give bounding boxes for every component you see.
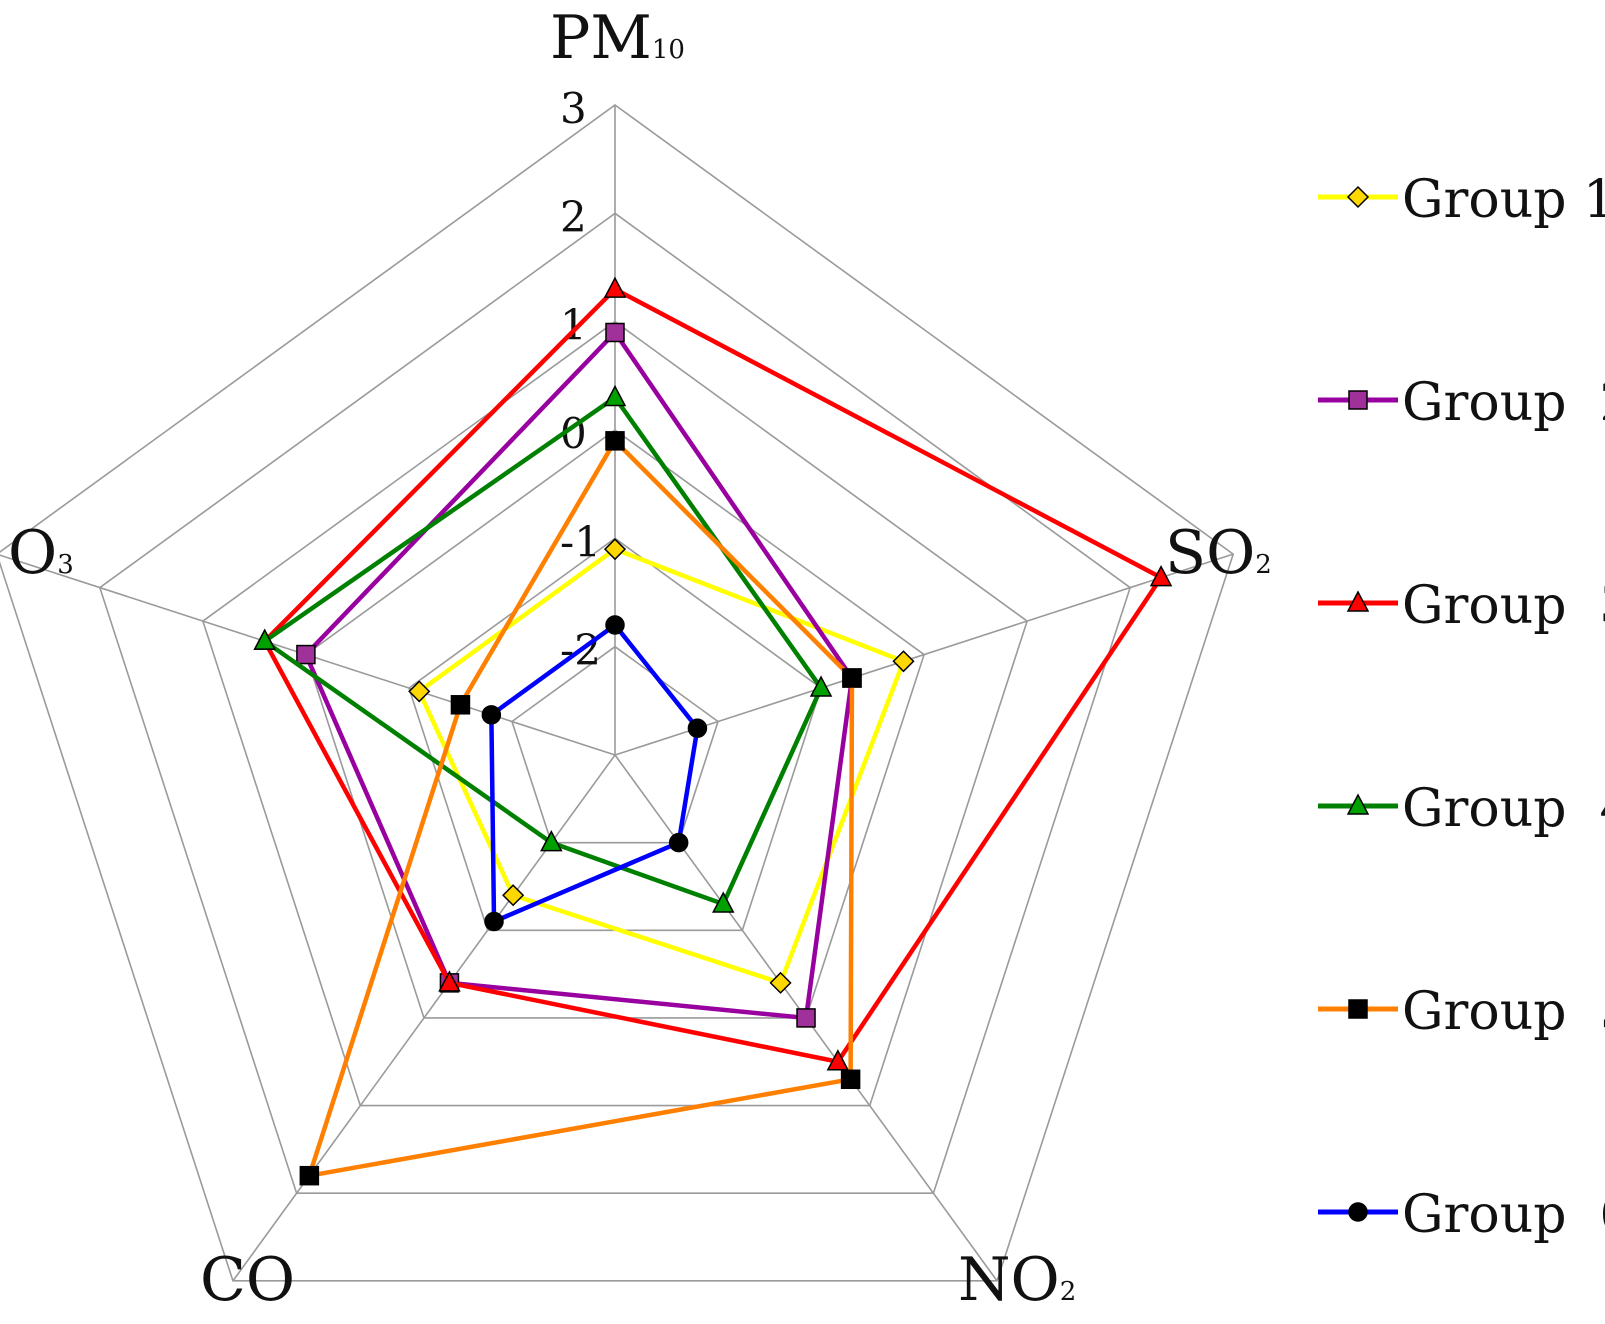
axis-label: NO2 <box>958 1245 1076 1315</box>
data-point-square <box>299 1165 320 1186</box>
axis-label-subscript: 2 <box>1060 1277 1077 1307</box>
data-point-diamond <box>769 971 792 994</box>
data-point-diamond <box>603 538 627 561</box>
axis-label-main: O <box>8 518 57 588</box>
series-line <box>416 546 907 986</box>
series-4 <box>253 384 833 913</box>
data-point-circle <box>484 911 504 932</box>
legend-label: Group 4 <box>1402 779 1605 839</box>
axis-label: PM10 <box>550 3 685 73</box>
axis-label: CO <box>200 1245 295 1315</box>
data-point-triangle <box>1346 590 1370 612</box>
data-point-square <box>1348 999 1368 1019</box>
legend-label: Group 6 <box>1402 1185 1605 1245</box>
grid-ring <box>511 645 719 844</box>
axis-label-main: SO <box>1165 518 1255 588</box>
grid-spoke <box>614 553 1234 756</box>
grid-ring <box>201 320 1029 1107</box>
radial-tick-label: 2 <box>560 192 587 241</box>
legend-label: Group 5 <box>1402 982 1605 1042</box>
axis-label-main: CO <box>200 1245 295 1315</box>
data-point-circle <box>1348 1202 1368 1222</box>
legend-item: Group 1 <box>1318 170 1605 230</box>
data-point-circle <box>605 615 625 635</box>
legend-label: Group 3 <box>1402 576 1605 636</box>
grid-ring <box>0 104 1235 1282</box>
axis-label-subscript: 2 <box>1255 550 1272 580</box>
series-line <box>260 394 824 907</box>
data-point-diamond <box>892 650 915 673</box>
data-point-diamond <box>1346 185 1370 209</box>
series-lines <box>253 276 1173 1186</box>
data-point-square <box>450 695 471 715</box>
data-point-square <box>605 322 625 343</box>
legend-item: Group 3 <box>1318 576 1605 636</box>
data-point-square <box>1348 390 1368 410</box>
data-point-diamond <box>502 884 525 907</box>
data-point-square <box>296 644 316 665</box>
series-1 <box>408 538 915 994</box>
axis-label-subscript: 3 <box>57 550 74 580</box>
legend: Group 1 Group 2 Group 3 Group 4 Group 5 Group… <box>1318 170 1605 1245</box>
data-point-circle <box>668 832 689 853</box>
axis-label: SO2 <box>1165 518 1272 588</box>
data-point-triangle <box>1149 564 1173 587</box>
data-point-triangle <box>540 830 563 852</box>
legend-label: Group 1 <box>1402 170 1605 230</box>
data-point-diamond <box>408 680 431 703</box>
legend-label: Group 2 <box>1402 373 1605 433</box>
series-5 <box>299 431 862 1186</box>
data-point-triangle <box>438 970 461 992</box>
series-line <box>489 621 700 925</box>
data-point-triangle <box>603 384 627 407</box>
axis-label: O3 <box>8 518 74 588</box>
legend-item: Group 5 <box>1318 982 1605 1042</box>
grid-ring <box>98 212 1132 1195</box>
data-point-triangle <box>1346 793 1370 815</box>
axis-label-main: NO <box>958 1245 1060 1315</box>
legend-item: Group 2 <box>1318 373 1605 433</box>
radial-tick-label: 3 <box>560 84 587 133</box>
data-point-triangle <box>253 628 276 650</box>
legend-item: Group 4 <box>1318 779 1605 839</box>
data-point-square <box>840 1069 861 1090</box>
data-point-triangle <box>603 276 627 298</box>
data-point-square <box>605 431 625 451</box>
data-point-triangle <box>826 1049 850 1071</box>
data-point-triangle <box>809 675 833 697</box>
legend-item: Group 6 <box>1318 1185 1605 1245</box>
data-point-square <box>842 668 862 688</box>
data-point-square <box>796 1008 816 1028</box>
data-point-circle <box>481 705 502 725</box>
data-point-triangle <box>712 891 735 913</box>
data-point-circle <box>687 718 708 738</box>
series-line <box>303 328 855 1021</box>
series-6 <box>481 615 708 932</box>
axis-label-subscript: 10 <box>652 35 685 65</box>
series-3 <box>253 276 1173 1071</box>
series-line <box>261 286 1165 1065</box>
series-line <box>306 437 855 1179</box>
axis-label-main: PM <box>550 3 652 73</box>
